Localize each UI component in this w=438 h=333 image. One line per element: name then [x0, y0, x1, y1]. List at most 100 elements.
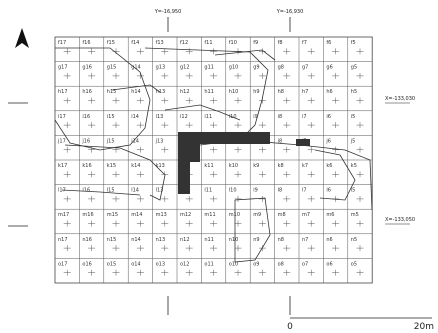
grid-cell-label: h16 [82, 89, 92, 95]
grid-cell-label: l11 [204, 188, 212, 194]
grid-cell-label: h7 [302, 89, 308, 95]
grid-cell-label: n16 [82, 237, 92, 243]
grid-cell-label: n17 [58, 237, 68, 243]
grid-cell-label: o10 [229, 261, 238, 267]
grid-cell-label: l13 [156, 188, 164, 194]
grid-cell-label: n5 [351, 237, 357, 243]
grid-cell-label: l6 [326, 188, 331, 194]
grid-cell-label: l8 [278, 188, 283, 194]
grid-cell-label: n6 [326, 237, 332, 243]
grid-cell-label: f13 [156, 40, 164, 46]
grid-cell-label: g13 [156, 65, 166, 71]
grid-cell-label: m9 [253, 212, 261, 218]
stone-feature [178, 132, 310, 194]
grid-cell-label: h14 [131, 89, 141, 95]
grid-cell-label: k7 [302, 163, 308, 169]
grid-cell-label: h15 [107, 89, 117, 95]
grid-cell-label: j15 [106, 138, 115, 144]
grid-cell-label: k5 [351, 163, 357, 169]
grid-cell-label: l9 [253, 188, 258, 194]
grid-cell-label: n10 [229, 237, 239, 243]
grid-cell-label: o6 [326, 261, 332, 267]
grid-cell-label: o15 [107, 261, 116, 267]
grid-cell-label: n12 [180, 237, 190, 243]
grid-cell-label: k15 [107, 163, 116, 169]
grid-cell-label: h5 [351, 89, 357, 95]
grid-cell-label: l10 [229, 188, 237, 194]
grid-cell-label: n7 [302, 237, 308, 243]
grid-cell-label: g11 [204, 65, 214, 71]
grid-cell-label: o7 [302, 261, 308, 267]
grid-cell-label: l5 [351, 188, 356, 194]
grid-cell-label: g10 [229, 65, 239, 71]
y-coord-left: Y=-16,950 [154, 9, 182, 15]
grid-cell-label: g14 [131, 65, 141, 71]
grid-cell-label: m5 [351, 212, 359, 218]
grid-cell-label: i15 [107, 114, 115, 120]
grid-cell-label: k14 [131, 163, 140, 169]
grid-cell-label: k11 [204, 163, 213, 169]
grid-cell-label: i7 [302, 114, 307, 120]
grid-cell-label: n13 [156, 237, 166, 243]
grid-cell-label: j6 [325, 138, 331, 144]
grid-cell-label: j13 [155, 138, 164, 144]
grid-cell-label: k10 [229, 163, 238, 169]
grid-cell-label: m6 [326, 212, 334, 218]
grid-cell-label: i16 [82, 114, 90, 120]
grid-cell-label: g8 [278, 65, 284, 71]
grid-cell-label: o8 [278, 261, 284, 267]
grid-cell-label: i8 [278, 114, 283, 120]
x-coord-lower: X=-133,050 [385, 217, 415, 223]
grid-cell-label: o16 [82, 261, 91, 267]
grid-cell-label: i11 [204, 114, 212, 120]
grid-cell-label: f10 [229, 40, 237, 46]
grid-cell-label: i6 [326, 114, 331, 120]
grid-cell-label: m11 [204, 212, 215, 218]
grid-cell-label: h17 [58, 89, 68, 95]
grid-cell-label: i17 [58, 114, 66, 120]
grid-cell-label: k6 [326, 163, 332, 169]
grid-cell-label: f9 [253, 40, 258, 46]
grid-cell-label: o12 [180, 261, 189, 267]
grid-cell-label: k17 [58, 163, 67, 169]
grid-cell-label: i5 [351, 114, 356, 120]
grid-cell-label: l17 [58, 188, 66, 194]
grid-cell-label: g17 [58, 65, 68, 71]
grid-cell-label: m16 [82, 212, 93, 218]
grid-cell-label: g15 [107, 65, 117, 71]
grid-cell-label: n15 [107, 237, 117, 243]
grid-cell-label: l16 [82, 188, 90, 194]
grid-cell-label: g6 [326, 65, 332, 71]
grid-cell-label: h11 [204, 89, 214, 95]
grid-cell-label: h10 [229, 89, 239, 95]
grid-cell-label: l7 [302, 188, 307, 194]
grid-cell-label: j5 [350, 138, 356, 144]
grid-cell-label: g12 [180, 65, 190, 71]
grid-cell-label: o5 [351, 261, 357, 267]
north-arrow-icon [15, 28, 29, 48]
grid-cell-label: m7 [302, 212, 310, 218]
grid-cell-label: m14 [131, 212, 142, 218]
grid-cell-label: o13 [156, 261, 165, 267]
grid-cell-label: l14 [131, 188, 139, 194]
grid-cell-label: j16 [81, 138, 90, 144]
grid-cell-label: j17 [57, 138, 66, 144]
x-coord-upper: X=-133,030 [385, 96, 415, 102]
grid-cell-label: g7 [302, 65, 308, 71]
grid-cell-label: h12 [180, 89, 190, 95]
grid-cell-label: m10 [229, 212, 240, 218]
grid-cell-label: h8 [278, 89, 284, 95]
grid-cell-label: f12 [180, 40, 188, 46]
grid-cell-label: m15 [107, 212, 118, 218]
grid-cell-label: f14 [131, 40, 139, 46]
grid-cell-label: o9 [253, 261, 259, 267]
y-coord-right: Y=-16,930 [276, 9, 304, 15]
grid-cell-label: k16 [82, 163, 91, 169]
grid-cell-label: f17 [58, 40, 66, 46]
scale-end: 20m [414, 322, 434, 332]
grid-cell-label: i13 [156, 114, 164, 120]
scale-bar: 0 20m [287, 317, 434, 332]
grid-cell-label: h13 [156, 89, 166, 95]
grid-cell-label: i9 [253, 114, 258, 120]
grid-cell-label: f11 [204, 40, 212, 46]
